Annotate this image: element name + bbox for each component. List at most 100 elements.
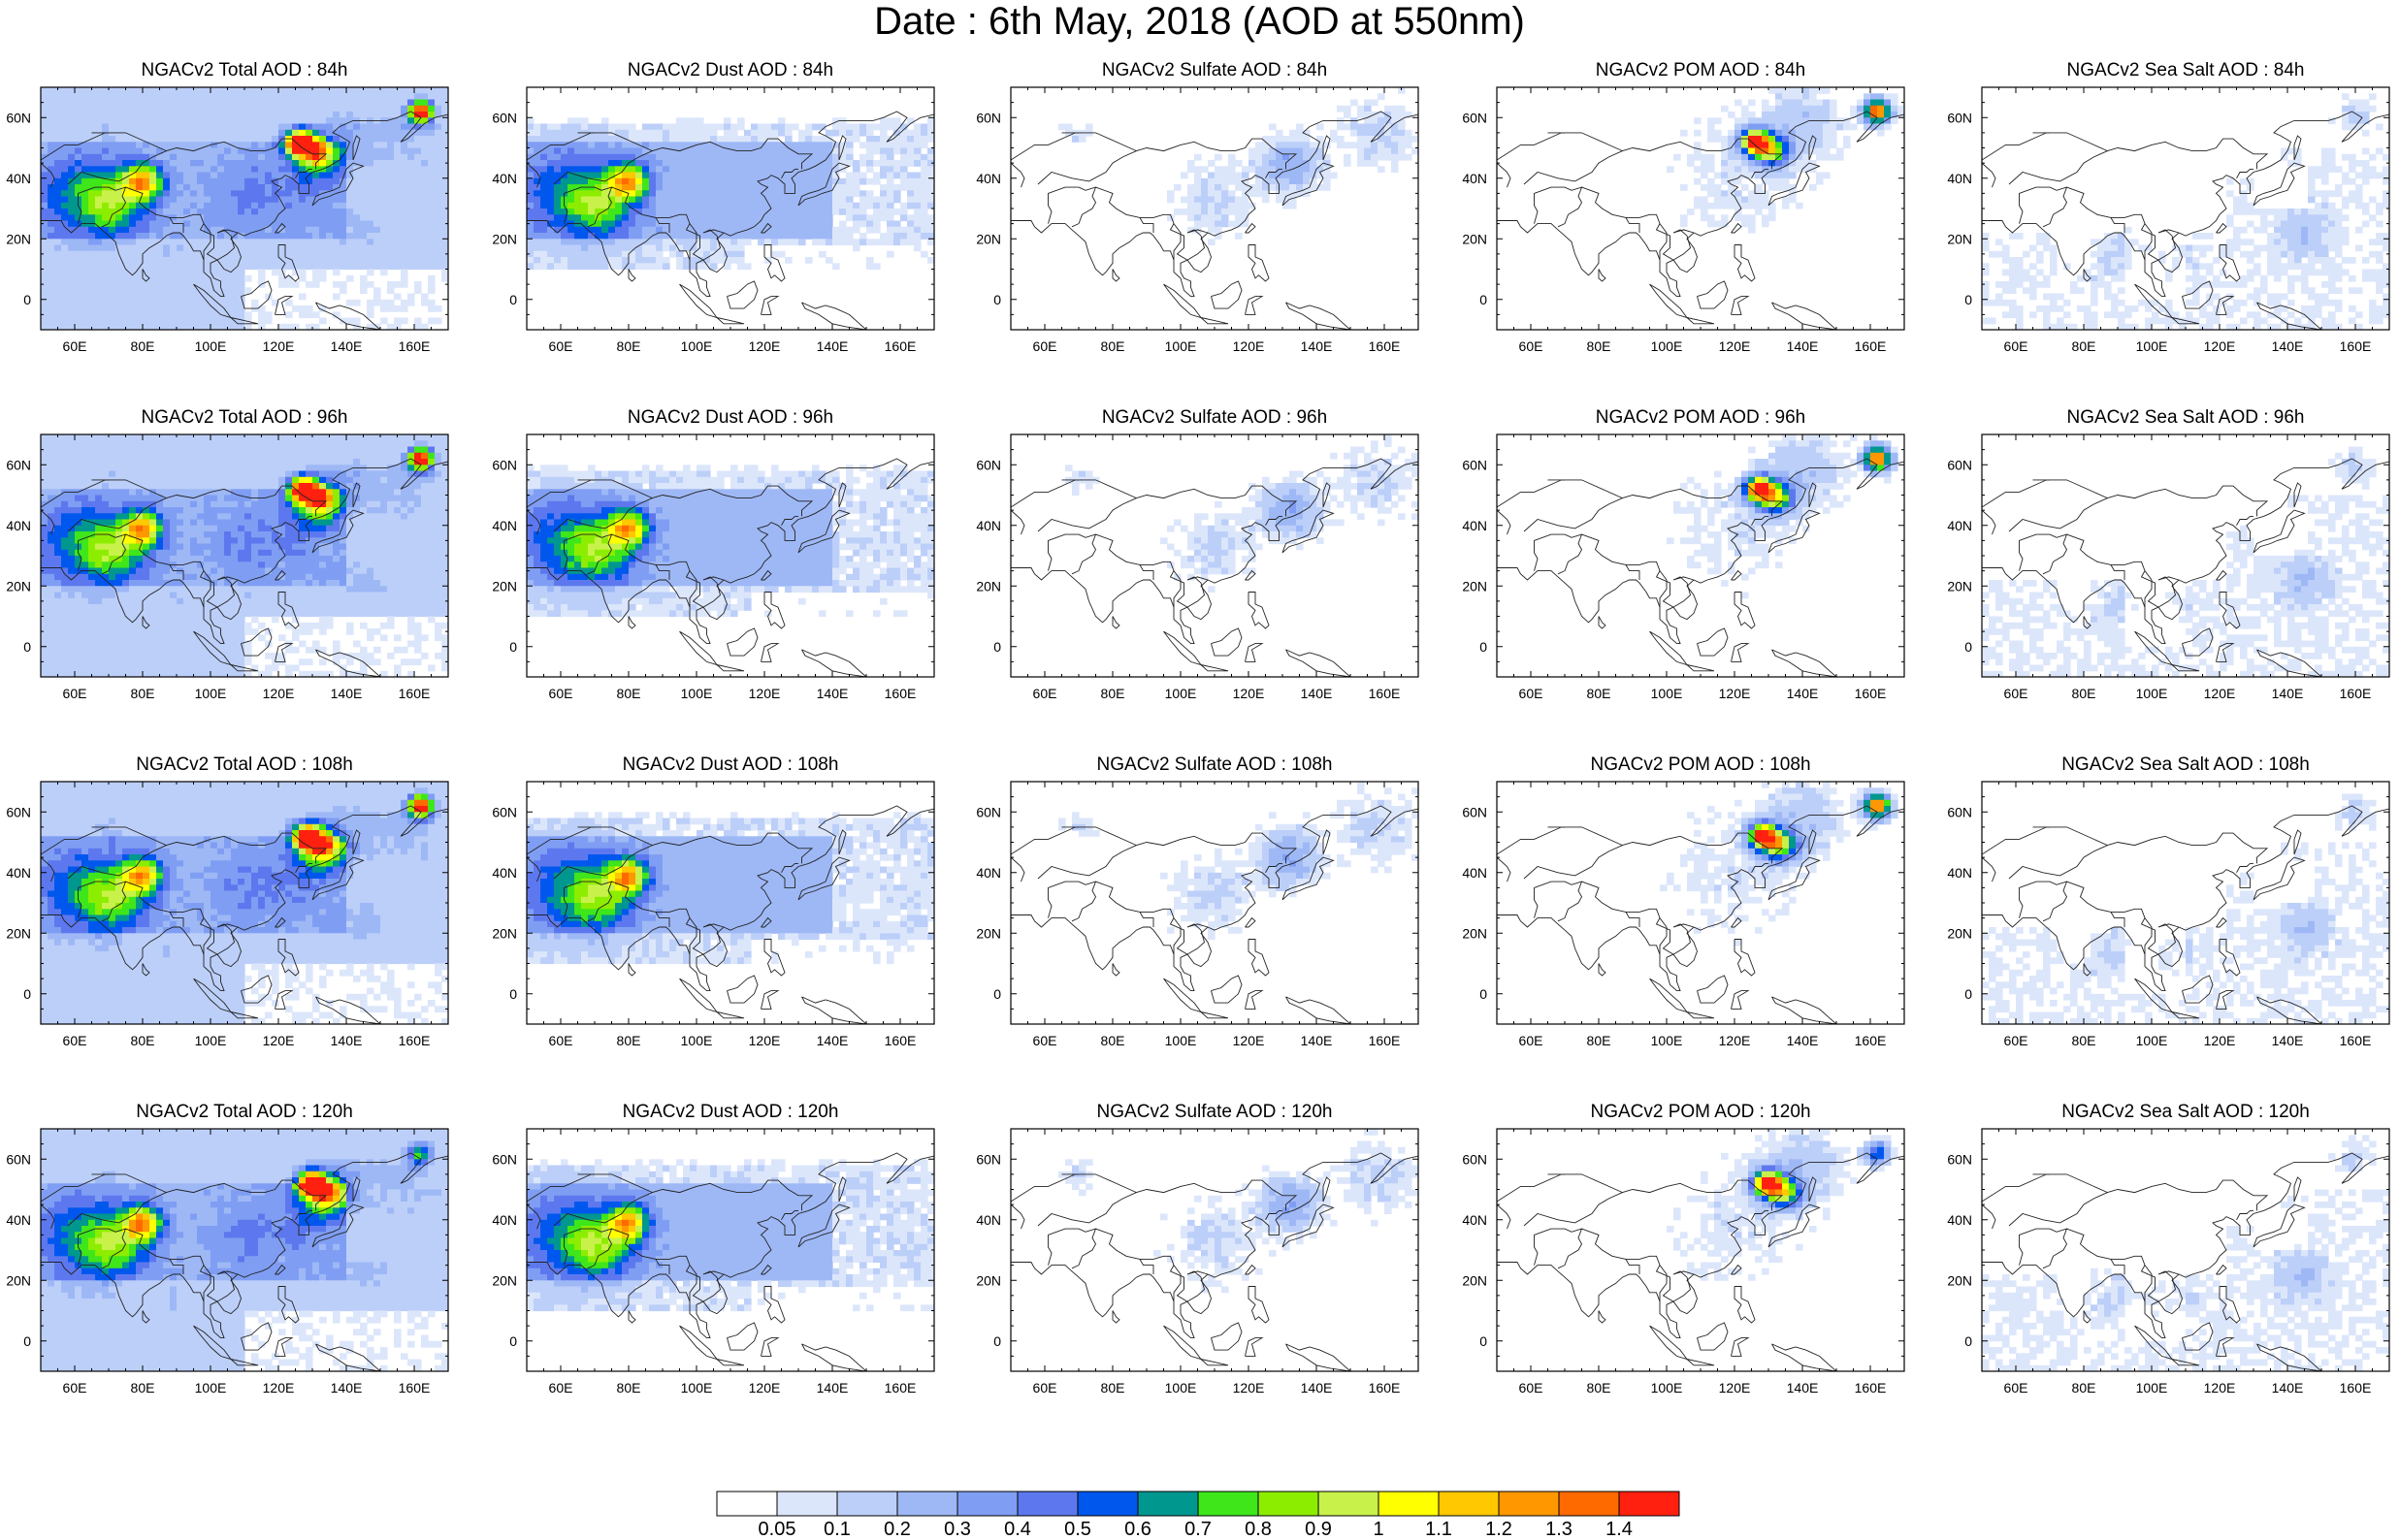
aod-field [1497, 782, 1904, 1024]
lon-tick-label: 80E [617, 1380, 641, 1396]
lon-tick-label: 60E [2004, 1380, 2028, 1396]
lon-tick-label: 60E [1519, 338, 1543, 354]
lat-tick-label: 0 [509, 639, 517, 655]
lon-tick-label: 140E [817, 338, 849, 354]
panel-title: NGACv2 POM AOD : 120h [1458, 1100, 1943, 1125]
lat-tick-label: 0 [23, 639, 31, 655]
lon-tick-label: 60E [1519, 1033, 1543, 1048]
lat-tick-label: 60N [976, 1151, 1001, 1167]
lat-tick-label: 60N [976, 804, 1001, 819]
lat-tick-label: 60N [492, 804, 517, 819]
lon-tick-label: 80E [131, 686, 155, 701]
lon-tick-label: 100E [1165, 338, 1197, 354]
colorbar-swatch [1197, 1491, 1259, 1517]
lon-tick-label: 120E [263, 1033, 295, 1048]
panel-title: NGACv2 Total AOD : 120h [2, 1100, 487, 1125]
lon-tick-label: 140E [1787, 338, 1819, 354]
axis-ticks [1496, 433, 1905, 678]
lon-tick-label: 160E [1855, 1033, 1887, 1048]
map-panel: NGACv2 POM AOD : 84h 60E 80E 100E 120E 140E 16… [1456, 58, 1941, 417]
axis-ticks [1981, 86, 2390, 331]
colorbar-label: 0.3 [944, 1519, 971, 1540]
lon-tick-label: 100E [2136, 1033, 2168, 1048]
colorbar-label: 0.5 [1064, 1519, 1091, 1540]
map-panel: NGACv2 Total AOD : 108h 60E 80E 100E 120E 140… [0, 753, 485, 1111]
lat-tick-label: 0 [23, 1333, 31, 1349]
lon-tick-label: 160E [885, 338, 917, 354]
map-plot: 60E 80E 100E 120E 140E 160E 60N 40N 20N 0 [6, 433, 449, 701]
lat-tick-label: 40N [6, 865, 31, 881]
lat-tick-label: 20N [1947, 231, 1972, 246]
panel-title: NGACv2 Total AOD : 84h [2, 58, 487, 83]
lat-tick-label: 60N [1462, 1151, 1487, 1167]
colorbar-swatch [1317, 1491, 1379, 1517]
coastlines [1011, 111, 1418, 330]
lon-tick-label: 120E [1719, 338, 1751, 354]
colorbar-swatch [1558, 1491, 1620, 1517]
lat-tick-label: 40N [1462, 171, 1487, 186]
coastlines [1497, 805, 1904, 1024]
lon-tick-label: 80E [1101, 1033, 1125, 1048]
lat-tick-label: 20N [1462, 925, 1487, 941]
lon-tick-label: 120E [1719, 1033, 1751, 1048]
lon-tick-label: 140E [1301, 1033, 1333, 1048]
lat-tick-label: 40N [6, 1212, 31, 1228]
lon-tick-label: 100E [1165, 1380, 1197, 1396]
lat-tick-label: 20N [6, 925, 31, 941]
lon-tick-label: 160E [885, 686, 917, 701]
map-plot: 60E 80E 100E 120E 140E 160E 60N 40N 20N 0 [1462, 781, 1905, 1048]
lon-tick-label: 160E [885, 1033, 917, 1048]
aod-field [41, 782, 448, 1024]
lat-tick-label: 40N [6, 518, 31, 533]
lon-tick-label: 120E [749, 1380, 781, 1396]
panel-title: NGACv2 POM AOD : 84h [1458, 58, 1943, 83]
map-panel: NGACv2 Sulfate AOD : 120h 60E 80E 100E 120E 1… [970, 1100, 1455, 1459]
map-plot: 60E 80E 100E 120E 140E 160E 60N 40N 20N 0 [1947, 781, 2390, 1048]
lon-tick-label: 140E [331, 1033, 363, 1048]
lat-tick-label: 20N [1462, 578, 1487, 594]
lat-tick-label: 40N [1462, 865, 1487, 881]
lon-tick-label: 100E [195, 1380, 227, 1396]
map-plot: 60E 80E 100E 120E 140E 160E 60N 40N 20N 0 [492, 433, 935, 701]
map-plot: 60E 80E 100E 120E 140E 160E 60N 40N 20N 0 [1947, 1128, 2390, 1396]
lon-tick-label: 80E [1101, 1380, 1125, 1396]
lat-tick-label: 20N [492, 925, 517, 941]
aod-field [1497, 1129, 1904, 1371]
lon-tick-label: 120E [1719, 1380, 1751, 1396]
lat-tick-label: 0 [1479, 986, 1487, 1002]
axis-ticks [1010, 781, 1419, 1025]
aod-field [1982, 782, 2389, 1024]
panel-title: NGACv2 Total AOD : 108h [2, 753, 487, 778]
lat-tick-label: 60N [6, 804, 31, 819]
lon-tick-label: 60E [549, 1033, 573, 1048]
lat-tick-label: 40N [976, 171, 1001, 186]
lat-tick-label: 0 [509, 292, 517, 307]
lat-tick-label: 60N [492, 457, 517, 472]
lon-tick-label: 140E [1301, 686, 1333, 701]
lon-tick-label: 80E [1101, 338, 1125, 354]
panel-title: NGACv2 Sea Salt AOD : 96h [1943, 405, 2399, 431]
lon-tick-label: 80E [1587, 1033, 1611, 1048]
lon-tick-label: 100E [681, 1033, 713, 1048]
lon-tick-label: 60E [1033, 338, 1057, 354]
lat-tick-label: 60N [492, 110, 517, 125]
coastlines [1011, 805, 1418, 1024]
lat-tick-label: 60N [6, 1151, 31, 1167]
lon-tick-label: 120E [749, 686, 781, 701]
lon-tick-label: 160E [1369, 1380, 1401, 1396]
map-panel: NGACv2 Dust AOD : 84h 60E 80E 100E 120E 140E 1… [486, 58, 971, 417]
lat-tick-label: 20N [976, 925, 1001, 941]
lat-tick-label: 20N [6, 578, 31, 594]
axis-ticks [526, 433, 935, 678]
lon-tick-label: 60E [2004, 338, 2028, 354]
colorbar-swatch [716, 1491, 778, 1517]
colorbar-swatch [1017, 1491, 1079, 1517]
lon-tick-label: 140E [817, 1380, 849, 1396]
coastlines [527, 458, 934, 677]
panel-title: NGACv2 Sea Salt AOD : 108h [1943, 753, 2399, 778]
panel-title: NGACv2 POM AOD : 108h [1458, 753, 1943, 778]
axis-ticks [40, 86, 449, 331]
panel-title: NGACv2 Dust AOD : 96h [488, 405, 973, 431]
lon-tick-label: 80E [617, 1033, 641, 1048]
lon-tick-label: 160E [885, 1380, 917, 1396]
